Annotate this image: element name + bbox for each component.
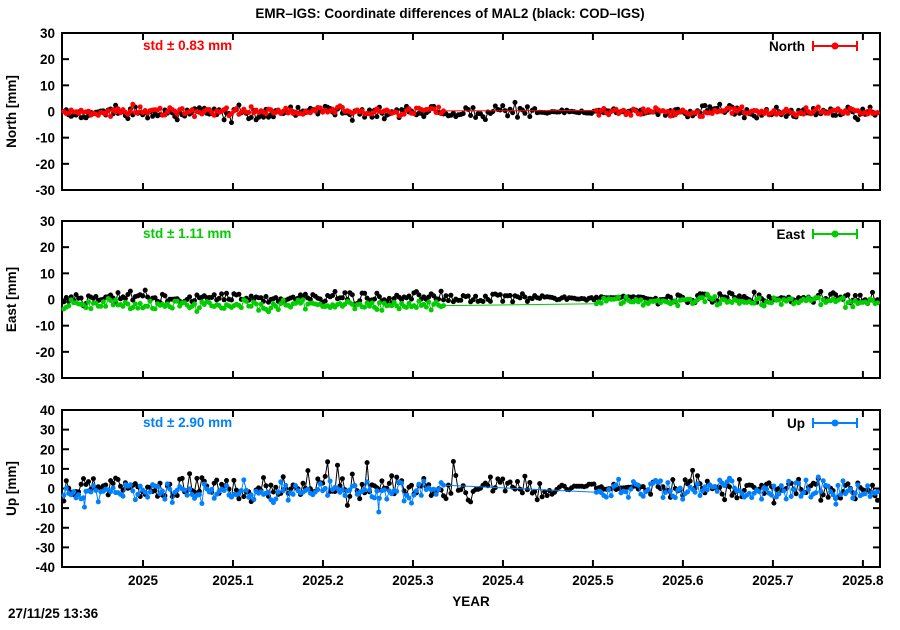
y-axis-label-north: North [mm] (4, 75, 19, 148)
plot-timestamp: 27/11/25 13:36 (8, 606, 99, 621)
series-points-up-emr-igs (61, 474, 880, 515)
y-tick-label: -20 (35, 157, 55, 172)
y-tick-label: 30 (40, 214, 55, 229)
y-tick-label: -30 (35, 371, 55, 386)
y-tick-label: -20 (35, 345, 55, 360)
x-tick-label: 2025.8 (842, 573, 884, 588)
y-tick-label: 10 (40, 266, 55, 281)
x-tick-label: 2025.3 (392, 573, 434, 588)
y-tick-label: 40 (40, 403, 55, 418)
y-tick-label: 20 (40, 442, 55, 457)
std-annotation-up: std ± 2.90 mm (143, 415, 232, 430)
series-points-north-emr-igs (61, 101, 880, 120)
y-axis-label-east: East [mm] (4, 267, 19, 332)
legend-label-north: North (769, 39, 805, 54)
legend-point-east (831, 230, 839, 238)
y-tick-label: 20 (40, 52, 55, 67)
x-tick-label: 2025.1 (212, 573, 254, 588)
x-tick-label: 2025 (128, 573, 159, 588)
x-axis-label: YEAR (452, 594, 490, 609)
x-tick-label: 2025.5 (572, 573, 614, 588)
series-points-east-emr-igs (61, 291, 880, 315)
x-tick-label: 2025.7 (752, 573, 793, 588)
y-tick-label: -30 (35, 183, 55, 198)
y-tick-label: -30 (35, 540, 55, 555)
legend-label-up: Up (787, 416, 805, 431)
series-points-up-cod-igs (61, 459, 880, 508)
x-tick-label: 2025.6 (662, 573, 704, 588)
y-tick-label: -10 (35, 319, 55, 334)
std-annotation-east: std ± 1.11 mm (143, 226, 231, 241)
legend-point-north (831, 42, 839, 50)
y-axis-label-up: Up [mm] (4, 461, 19, 516)
chart-title: EMR–IGS: Coordinate differences of MAL2 … (255, 6, 645, 21)
series-line-up-cod-igs (63, 461, 878, 506)
y-tick-label: 0 (47, 105, 55, 120)
y-tick-label: -40 (35, 560, 55, 575)
legend-point-up (831, 419, 839, 427)
y-tick-label: -10 (35, 131, 55, 146)
y-tick-label: 10 (40, 462, 55, 477)
y-tick-label: 0 (47, 482, 55, 497)
y-tick-label: 10 (40, 78, 55, 93)
y-tick-label: -10 (35, 501, 55, 516)
y-tick-label: 30 (40, 26, 55, 41)
y-tick-label: 20 (40, 240, 55, 255)
legend-label-east: East (776, 227, 805, 242)
y-tick-label: 30 (40, 423, 55, 438)
y-tick-label: 0 (47, 293, 55, 308)
x-tick-label: 2025.4 (482, 573, 524, 588)
x-tick-label: 2025.2 (302, 573, 343, 588)
y-tick-label: -20 (35, 521, 55, 536)
std-annotation-north: std ± 0.83 mm (143, 38, 232, 53)
